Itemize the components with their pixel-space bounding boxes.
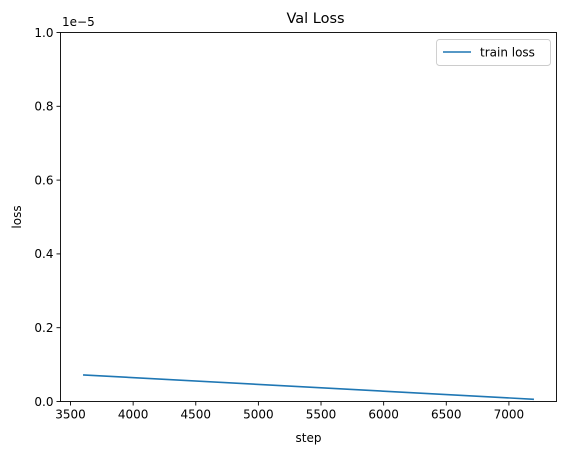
legend-label-train-loss: train loss	[480, 46, 535, 60]
chart-title: Val Loss	[286, 11, 344, 27]
y-tick-label: 0.6	[34, 173, 53, 187]
y-axis-label: loss	[10, 205, 24, 228]
x-axis-label: step	[296, 431, 322, 445]
plot-area	[60, 32, 557, 402]
x-tick-label: 6000	[368, 408, 399, 422]
legend-box	[436, 39, 551, 66]
y-tick-label: 0.8	[34, 100, 53, 114]
x-tick-label: 7000	[494, 408, 525, 422]
y-tick-label: 0.4	[34, 247, 53, 261]
x-tick-label: 6500	[431, 408, 462, 422]
series-line	[83, 374, 534, 401]
x-tick-label: 4500	[180, 408, 211, 422]
legend: train loss	[436, 39, 551, 66]
series-layer	[83, 374, 534, 401]
y-tick-label: 0.0	[34, 395, 53, 409]
x-tick-label: 5500	[306, 408, 337, 422]
y-axis: 0.0 0.2 0.4 0.6 0.8 1.0	[34, 26, 61, 409]
x-tick-label: 4000	[118, 408, 149, 422]
x-axis: 3500 4000 4500 5000 5500 6000 6500 7000	[55, 401, 525, 422]
y-tick-label: 0.2	[34, 321, 53, 335]
y-offset-label: 1e−5	[62, 15, 95, 29]
x-tick-label: 5000	[243, 408, 274, 422]
x-tick-label: 3500	[55, 408, 86, 422]
y-tick-label: 1.0	[34, 26, 53, 40]
